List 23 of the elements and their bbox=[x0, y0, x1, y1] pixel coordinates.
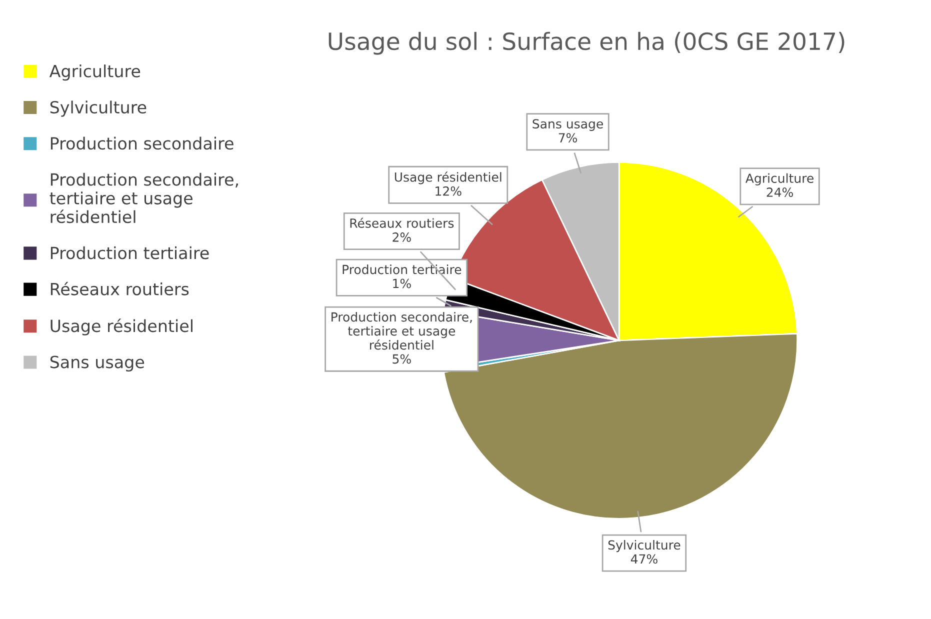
data-label: 1% bbox=[393, 278, 411, 288]
chart-title: Usage du sol : Surface en ha (0CS GE 2017) bbox=[328, 32, 844, 55]
legend-label: Usage résidentiel bbox=[50, 318, 192, 336]
data-label: 12% bbox=[436, 186, 462, 196]
slice-label: Agriculture bbox=[746, 173, 814, 186]
legend-label: Production tertiaire bbox=[50, 246, 209, 260]
legend-label: Agriculture bbox=[49, 64, 140, 81]
data-label: 47% bbox=[630, 554, 658, 564]
legend-label: Réseaux routiers bbox=[50, 282, 189, 296]
slice-label: Production secondaire, tertiaire et usage résidentiel bbox=[332, 312, 472, 350]
slice-label: Production tertiaire bbox=[342, 264, 462, 274]
slice-label: Sylviculture bbox=[608, 540, 680, 552]
data-label: 5% bbox=[392, 354, 411, 364]
data-label: 2% bbox=[392, 232, 411, 242]
data-label: 24% bbox=[766, 188, 793, 197]
data-label: 7% bbox=[558, 133, 577, 143]
legend-label: Sylviculture bbox=[50, 100, 146, 117]
slice-label: Réseaux routiers bbox=[350, 218, 454, 228]
legend-label: Production secondaire bbox=[50, 136, 234, 150]
legend-label: Production secondaire, tertiaire et usage résidentiel bbox=[50, 172, 238, 224]
slice-label: Sans usage bbox=[532, 119, 603, 131]
slice-label: Usage résidentiel bbox=[394, 172, 502, 184]
legend-label: Sans usage bbox=[50, 356, 144, 372]
